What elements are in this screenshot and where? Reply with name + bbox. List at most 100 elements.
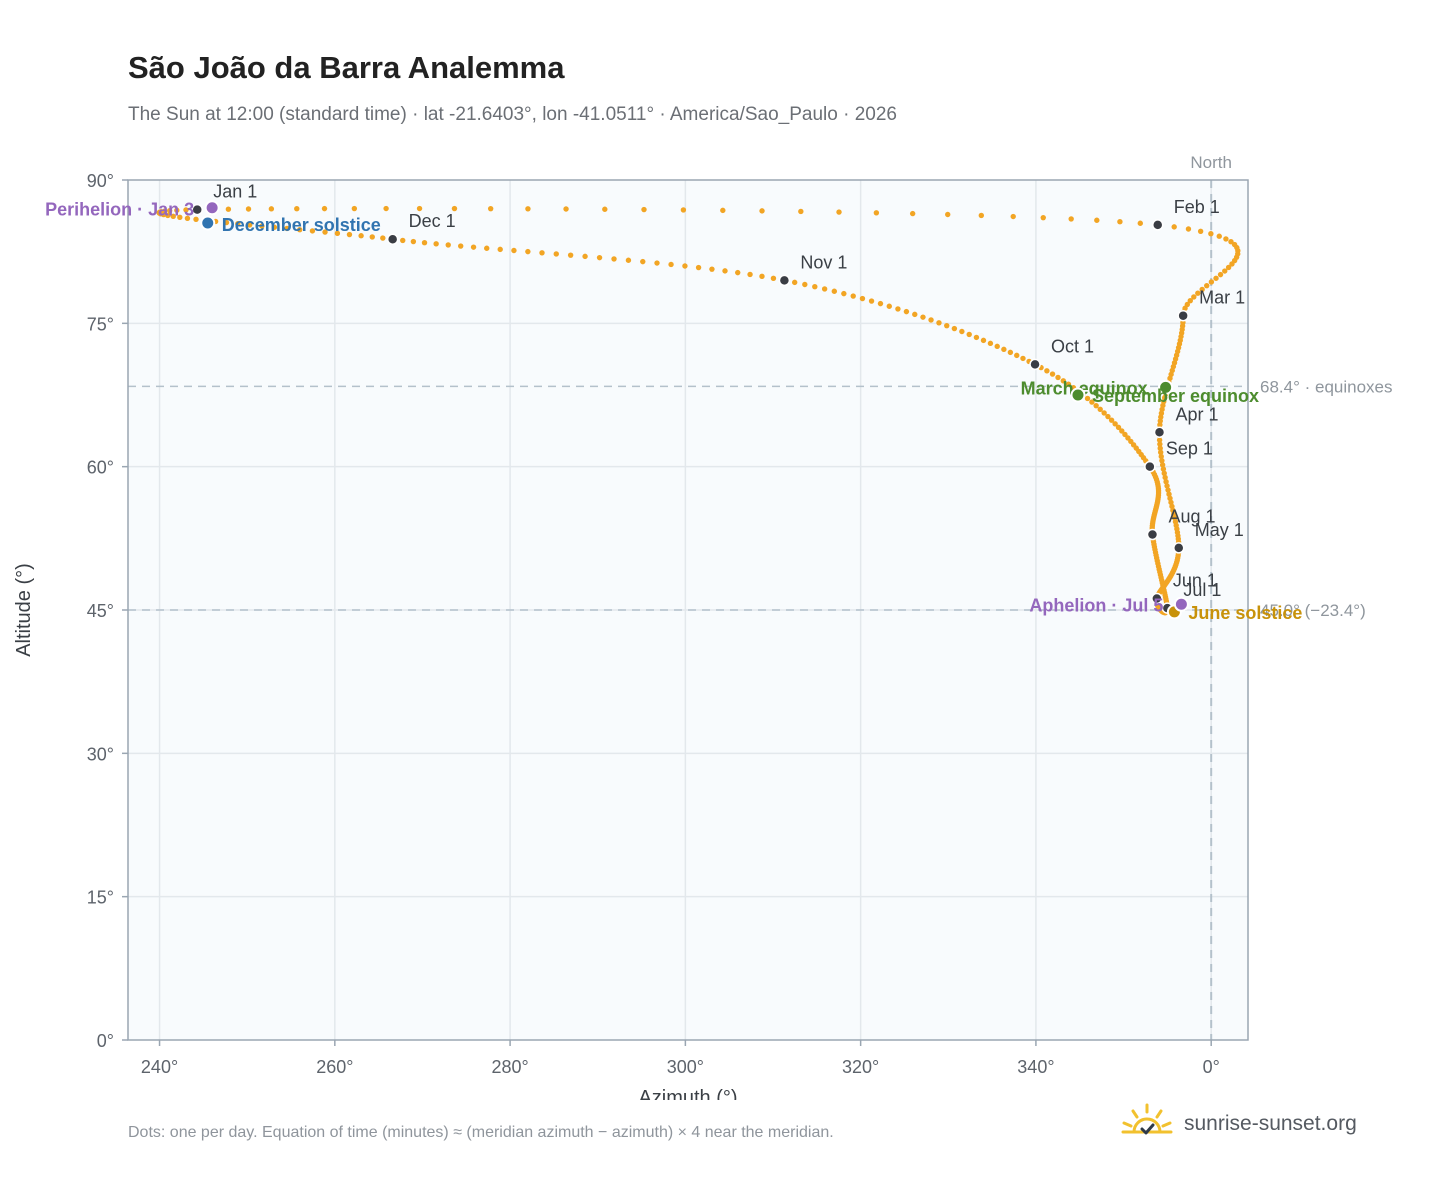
daily-dot — [193, 216, 199, 223]
daily-dot — [271, 224, 278, 230]
month-marker — [1151, 592, 1163, 605]
daily-dot — [994, 343, 1000, 350]
daily-dot — [1049, 371, 1056, 377]
daily-dot — [973, 334, 980, 341]
daily-dot — [1014, 352, 1020, 359]
daily-dot — [525, 248, 531, 255]
daily-dot — [668, 261, 674, 268]
daily-dot — [223, 219, 230, 226]
y-tick-label: 30° — [87, 744, 114, 764]
daily-dot — [877, 300, 884, 307]
daily-dot — [484, 245, 490, 251]
month-marker-label: Nov 1 — [800, 252, 847, 272]
daily-dot — [641, 206, 647, 213]
daily-dot — [183, 207, 189, 213]
daily-dot — [1068, 216, 1074, 222]
daily-dot — [470, 244, 477, 250]
daily-dot — [1020, 355, 1026, 362]
daily-dot — [802, 281, 808, 288]
x-tick-label: 340° — [1017, 1057, 1054, 1077]
daily-dot — [1060, 378, 1067, 384]
daily-dot — [1007, 349, 1014, 356]
x-axis-title: Azimuth (°) — [638, 1087, 737, 1100]
daily-dot — [945, 211, 951, 218]
daily-dot — [245, 206, 252, 212]
daily-dot — [487, 205, 494, 212]
month-marker-label: Jun 1 — [1173, 571, 1217, 591]
x-tick-label: 300° — [667, 1057, 704, 1077]
month-marker-label: Jul 1 — [1183, 580, 1221, 600]
event-label: September equinox — [1092, 386, 1259, 406]
daily-dot — [582, 253, 588, 260]
daily-dot — [868, 298, 875, 304]
x-tick-label: 240° — [141, 1057, 178, 1077]
daily-dot — [309, 228, 316, 234]
daily-dot — [770, 275, 777, 281]
daily-dot — [1010, 213, 1016, 220]
daily-dot — [553, 251, 559, 257]
daily-dot — [161, 208, 168, 214]
daily-dot — [421, 239, 428, 246]
daily-dot — [1108, 417, 1115, 423]
month-marker-label: Aug 1 — [1168, 507, 1215, 527]
daily-dot — [1171, 224, 1177, 230]
daily-dot — [936, 320, 942, 326]
month-marker — [1144, 460, 1156, 473]
daily-dot — [1229, 261, 1235, 267]
daily-dot — [903, 308, 910, 315]
daily-dot — [334, 230, 341, 237]
daily-dot — [1167, 495, 1173, 501]
daily-dot — [445, 242, 451, 248]
sun-logo-icon — [1121, 1103, 1173, 1135]
x-tick-label: 320° — [842, 1057, 879, 1077]
month-marker-label: Dec 1 — [409, 211, 456, 231]
daily-dot — [1161, 470, 1167, 476]
daily-dot — [235, 221, 241, 227]
brand-logo[interactable]: sunrise-sunset.org — [1120, 1102, 1357, 1146]
reference-line-label: 45.0° (−23.4°) — [1260, 601, 1366, 620]
daily-dot — [1185, 226, 1192, 232]
daily-dot — [1228, 238, 1234, 245]
daily-dot — [1195, 290, 1201, 296]
daily-dot — [525, 206, 531, 212]
daily-dot — [1093, 402, 1099, 409]
y-tick-label: 60° — [87, 458, 114, 478]
x-tick-label: 280° — [491, 1057, 528, 1077]
daily-dot — [841, 290, 847, 297]
daily-dot — [1065, 381, 1072, 387]
daily-dot — [1001, 346, 1007, 353]
daily-dot — [798, 208, 804, 215]
reference-line-label: 68.4° · equinoxes — [1260, 377, 1393, 396]
daily-dot — [928, 317, 934, 323]
daily-dot — [980, 337, 987, 344]
daily-dot — [1112, 421, 1118, 427]
daily-dot — [831, 288, 838, 294]
daily-dot — [321, 205, 328, 212]
daily-dot — [1204, 282, 1210, 289]
daily-dot — [416, 205, 423, 212]
daily-dot — [1044, 368, 1050, 374]
north-label: North — [1190, 153, 1232, 172]
daily-dot — [812, 283, 818, 290]
daily-dot — [358, 233, 364, 239]
daily-dot — [759, 208, 765, 214]
daily-dot — [369, 234, 375, 240]
daily-dot — [297, 226, 303, 233]
month-marker-label: Jan 1 — [213, 182, 257, 202]
daily-dot — [1137, 220, 1143, 226]
daily-dot — [246, 222, 253, 228]
daily-dot — [912, 311, 918, 318]
daily-dot — [1084, 395, 1091, 402]
daily-dot — [759, 273, 765, 280]
daily-dot — [1216, 233, 1222, 239]
daily-dot — [944, 322, 950, 329]
month-marker-label: Sep 1 — [1166, 439, 1213, 459]
daily-dot — [268, 206, 275, 212]
month-marker-label: Feb 1 — [1174, 197, 1220, 217]
daily-dot — [1159, 462, 1166, 468]
daily-dot — [920, 314, 926, 320]
daily-dot — [184, 215, 191, 221]
month-marker — [1029, 358, 1041, 371]
daily-dot — [1191, 294, 1197, 300]
daily-dot — [284, 225, 290, 232]
